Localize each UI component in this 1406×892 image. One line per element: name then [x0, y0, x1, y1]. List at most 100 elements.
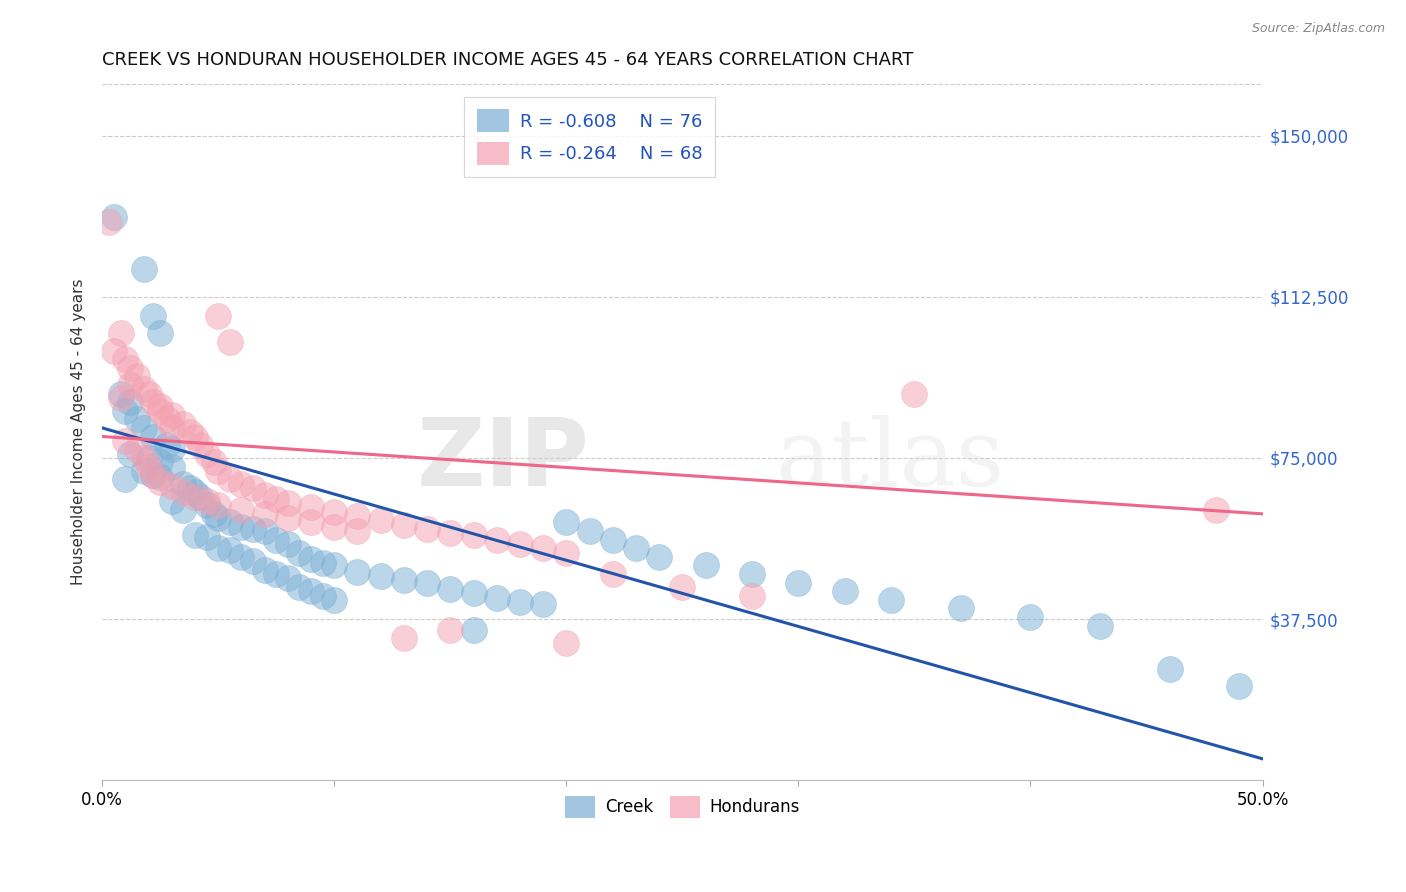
Point: [439, 582, 461, 596]
Point: [880, 592, 903, 607]
Legend: Creek, Hondurans: Creek, Hondurans: [558, 789, 807, 824]
Point: [160, 421, 183, 435]
Point: [949, 601, 972, 615]
Point: [323, 592, 346, 607]
Point: [207, 511, 229, 525]
Point: [132, 261, 155, 276]
Point: [149, 400, 172, 414]
Point: [207, 309, 229, 323]
Point: [264, 491, 287, 506]
Point: [120, 378, 142, 392]
Point: [416, 522, 439, 536]
Point: [834, 584, 856, 599]
Point: [485, 591, 508, 605]
Point: [160, 442, 183, 457]
Point: [671, 580, 693, 594]
Point: [218, 473, 240, 487]
Point: [555, 516, 578, 530]
Point: [149, 475, 172, 489]
Point: [323, 520, 346, 534]
Point: [110, 386, 132, 401]
Text: Source: ZipAtlas.com: Source: ZipAtlas.com: [1251, 22, 1385, 36]
Point: [149, 455, 172, 469]
Point: [231, 549, 253, 564]
Point: [195, 531, 218, 545]
Point: [578, 524, 600, 538]
Point: [416, 575, 439, 590]
Point: [132, 450, 155, 465]
Point: [179, 481, 201, 495]
Point: [277, 571, 299, 585]
Point: [392, 632, 415, 646]
Point: [132, 464, 155, 478]
Point: [125, 412, 148, 426]
Point: [1227, 679, 1250, 693]
Point: [149, 470, 172, 484]
Point: [207, 541, 229, 556]
Text: CREEK VS HONDURAN HOUSEHOLDER INCOME AGES 45 - 64 YEARS CORRELATION CHART: CREEK VS HONDURAN HOUSEHOLDER INCOME AGE…: [103, 51, 914, 69]
Point: [110, 326, 132, 341]
Point: [299, 516, 322, 530]
Point: [509, 537, 531, 551]
Point: [207, 464, 229, 478]
Point: [602, 533, 624, 547]
Point: [149, 403, 172, 417]
Point: [218, 543, 240, 558]
Point: [323, 558, 346, 573]
Point: [120, 395, 142, 409]
Point: [231, 476, 253, 491]
Point: [555, 545, 578, 559]
Point: [311, 556, 333, 570]
Point: [184, 528, 207, 542]
Point: [156, 438, 179, 452]
Point: [114, 403, 136, 417]
Point: [624, 541, 647, 556]
Point: [1088, 618, 1111, 632]
Point: [1205, 502, 1227, 516]
Point: [741, 589, 763, 603]
Point: [253, 507, 276, 521]
Point: [125, 442, 148, 457]
Point: [195, 498, 218, 512]
Point: [103, 343, 125, 358]
Point: [132, 421, 155, 435]
Point: [142, 429, 165, 443]
Point: [142, 395, 165, 409]
Point: [160, 479, 183, 493]
Point: [110, 391, 132, 405]
Text: ZIP: ZIP: [416, 414, 589, 506]
Point: [184, 490, 207, 504]
Point: [149, 326, 172, 341]
Point: [172, 417, 194, 431]
Point: [299, 552, 322, 566]
Point: [160, 494, 183, 508]
Point: [648, 549, 671, 564]
Point: [463, 586, 485, 600]
Point: [160, 459, 183, 474]
Point: [741, 567, 763, 582]
Point: [695, 558, 717, 573]
Point: [531, 597, 554, 611]
Point: [103, 211, 125, 225]
Point: [242, 481, 264, 495]
Point: [299, 584, 322, 599]
Point: [172, 502, 194, 516]
Point: [114, 352, 136, 367]
Point: [439, 623, 461, 637]
Point: [138, 450, 160, 465]
Point: [439, 526, 461, 541]
Point: [463, 623, 485, 637]
Point: [120, 360, 142, 375]
Point: [370, 513, 392, 527]
Point: [231, 520, 253, 534]
Point: [253, 563, 276, 577]
Point: [277, 511, 299, 525]
Point: [264, 567, 287, 582]
Point: [132, 382, 155, 396]
Point: [184, 485, 207, 500]
Point: [392, 574, 415, 588]
Point: [277, 496, 299, 510]
Text: atlas: atlas: [775, 415, 1004, 505]
Point: [114, 473, 136, 487]
Point: [787, 575, 810, 590]
